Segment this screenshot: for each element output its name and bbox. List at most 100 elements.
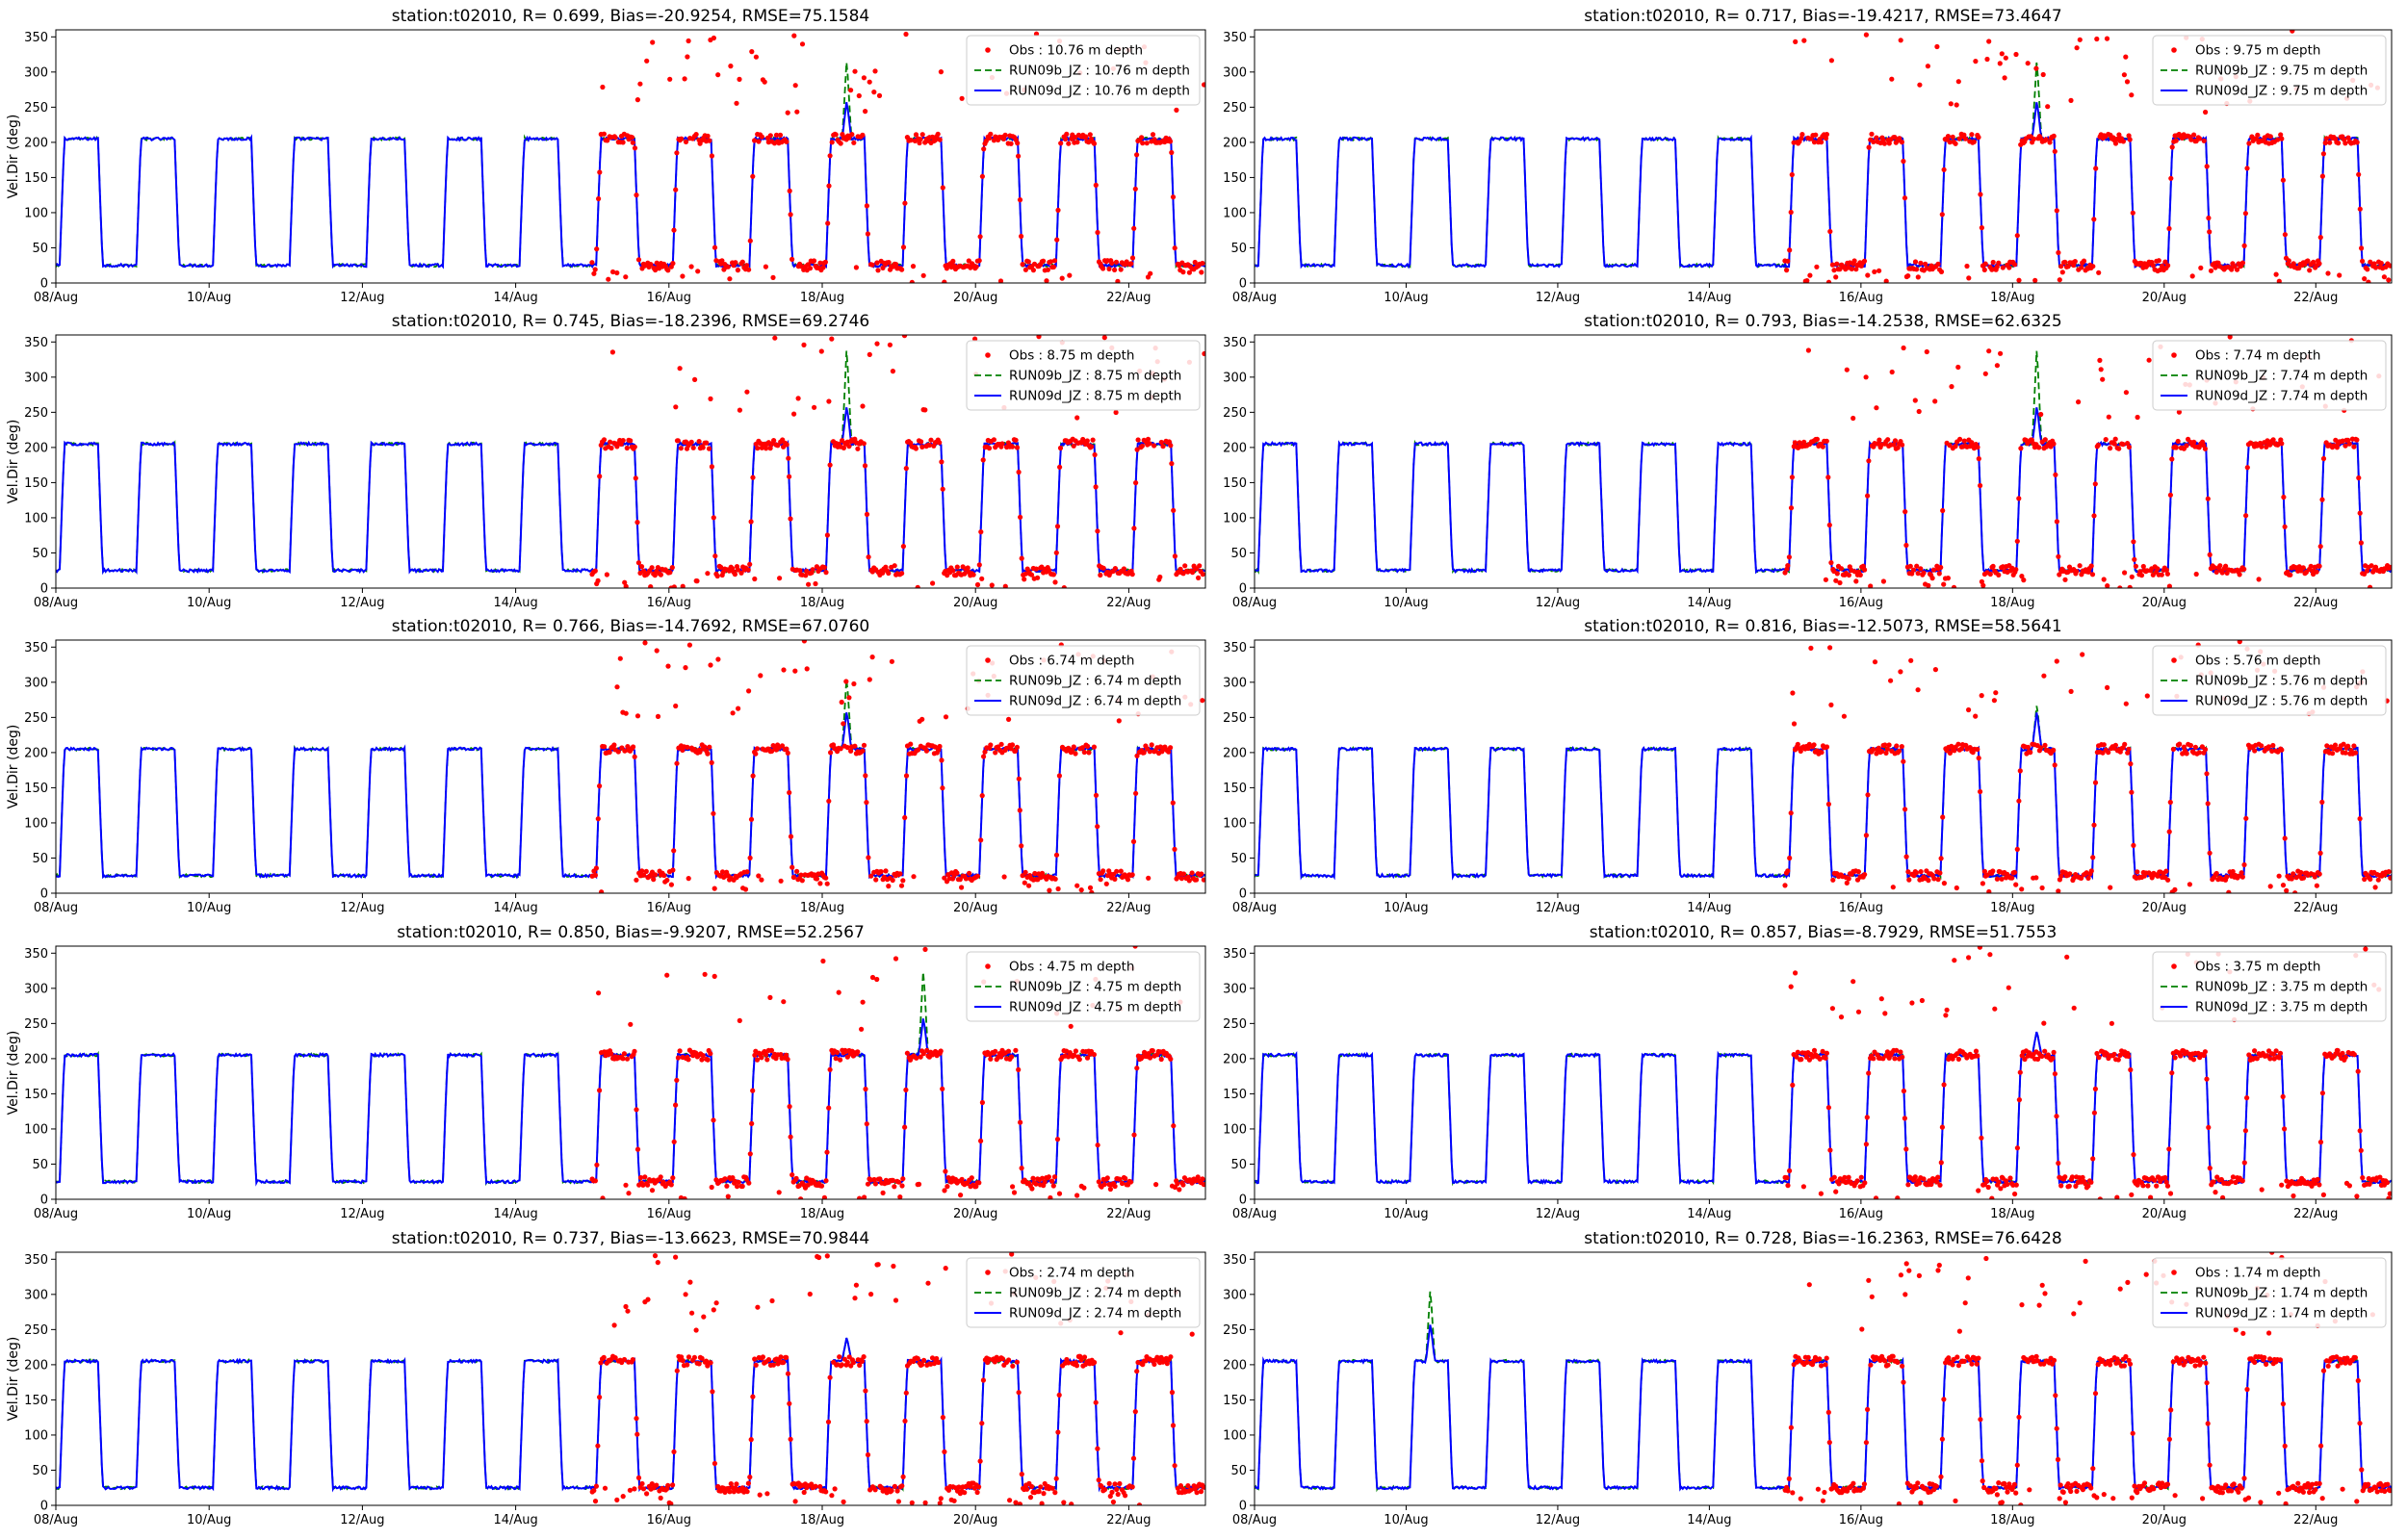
obs-point xyxy=(735,268,741,273)
obs-point xyxy=(632,145,638,151)
obs-point xyxy=(2252,1048,2258,1054)
obs-point xyxy=(2300,565,2306,571)
obs-point xyxy=(739,1183,745,1190)
obs-point xyxy=(1896,748,1902,755)
obs-point xyxy=(2204,164,2210,169)
obs-point xyxy=(1982,371,1988,376)
obs-point xyxy=(821,1194,827,1199)
obs-point xyxy=(918,137,923,142)
obs-point xyxy=(1827,645,1833,651)
obs-point xyxy=(1955,1056,1961,1062)
obs-point xyxy=(867,79,872,85)
obs-point xyxy=(2198,1360,2204,1366)
obs-point xyxy=(1022,577,1027,582)
legend-entry-label: RUN09b_JZ : 6.74 m depth xyxy=(1009,674,1181,689)
obs-point xyxy=(2101,577,2107,582)
obs-point xyxy=(2323,136,2329,141)
obs-point xyxy=(642,1174,648,1180)
x-tick-label: 08/Aug xyxy=(34,901,78,915)
obs-point xyxy=(1863,32,1869,38)
obs-point xyxy=(2072,259,2078,265)
obs-point xyxy=(1130,1455,1137,1461)
obs-point xyxy=(708,1360,713,1366)
obs-point xyxy=(1010,1184,1016,1190)
obs-point xyxy=(622,579,628,585)
obs-point xyxy=(1009,1054,1015,1060)
obs-point xyxy=(1041,258,1047,264)
obs-point xyxy=(916,1181,922,1187)
obs-point xyxy=(986,135,993,141)
subplot-title: station:t02010, R= 0.857, Bias=-8.7929, … xyxy=(1590,923,2058,942)
obs-point xyxy=(791,411,797,417)
obs-point xyxy=(1973,59,1979,64)
obs-point xyxy=(2267,884,2273,889)
obs-point xyxy=(1055,1429,1061,1435)
obs-point xyxy=(638,564,645,570)
obs-point xyxy=(704,440,710,446)
obs-point xyxy=(744,1489,750,1495)
obs-point xyxy=(611,1322,617,1328)
obs-point xyxy=(837,1354,842,1360)
obs-point xyxy=(801,342,807,347)
obs-point xyxy=(612,135,618,141)
obs-point xyxy=(1056,1191,1063,1196)
subplot-title: station:t02010, R= 0.717, Bias=-19.4217,… xyxy=(1584,7,2061,26)
obs-point xyxy=(2071,1005,2077,1011)
obs-point xyxy=(919,1362,925,1368)
obs-point xyxy=(2065,264,2071,270)
obs-point xyxy=(1039,870,1046,877)
obs-point xyxy=(2386,1195,2392,1199)
obs-point xyxy=(2097,357,2103,363)
obs-point xyxy=(2022,1056,2028,1063)
obs-point xyxy=(715,656,721,662)
plot-area xyxy=(1255,946,2392,1199)
obs-point xyxy=(889,1488,894,1494)
obs-point xyxy=(2092,780,2099,785)
obs-point xyxy=(1785,1183,1791,1189)
obs-point xyxy=(2382,1488,2388,1494)
obs-point xyxy=(2365,267,2370,272)
obs-point xyxy=(890,369,896,374)
obs-point xyxy=(2317,850,2323,857)
legend-entry-label: Obs : 4.75 m depth xyxy=(1009,960,1134,975)
obs-point xyxy=(1934,1179,1940,1185)
obs-point xyxy=(2241,861,2247,868)
obs-point xyxy=(785,110,790,116)
x-tick-label: 10/Aug xyxy=(1384,1513,1428,1527)
obs-point xyxy=(1863,374,1869,380)
obs-point xyxy=(1941,1082,1947,1088)
obs-point xyxy=(2346,441,2352,447)
obs-point xyxy=(1788,505,1795,511)
obs-point xyxy=(1002,132,1008,138)
obs-point xyxy=(1906,877,1912,883)
legend-box xyxy=(966,35,1201,106)
obs-point xyxy=(1881,141,1887,146)
obs-point xyxy=(660,1179,666,1185)
obs-point xyxy=(768,1047,775,1053)
obs-point xyxy=(1908,657,1914,663)
obs-point xyxy=(2300,1489,2306,1495)
obs-point xyxy=(1882,1011,1888,1016)
obs-point xyxy=(1834,261,1840,267)
x-tick-label: 22/Aug xyxy=(2293,1513,2338,1527)
y-tick-label: 0 xyxy=(1239,1194,1247,1208)
obs-point xyxy=(744,869,750,875)
obs-point xyxy=(807,1291,813,1297)
obs-point xyxy=(1178,876,1184,882)
obs-point xyxy=(1182,563,1188,569)
obs-point xyxy=(2071,262,2077,269)
series-run09d-line xyxy=(56,102,1205,270)
obs-point xyxy=(2155,873,2161,879)
obs-point xyxy=(2252,748,2258,754)
obs-point xyxy=(801,640,807,644)
x-tick-label: 22/Aug xyxy=(1106,291,1151,305)
obs-point xyxy=(940,1415,946,1421)
obs-point xyxy=(1997,61,2003,66)
obs-point xyxy=(976,258,982,264)
obs-point xyxy=(730,710,736,716)
x-tick-label: 14/Aug xyxy=(493,1207,537,1221)
obs-point xyxy=(1785,563,1791,569)
axes-frame xyxy=(1254,639,2393,894)
